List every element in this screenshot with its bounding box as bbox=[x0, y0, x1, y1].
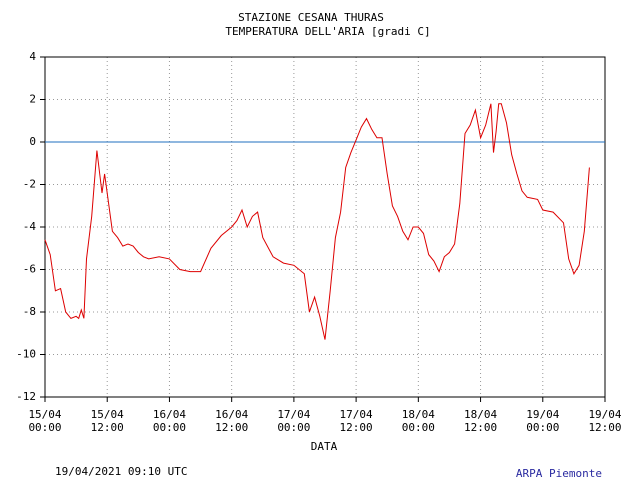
chart-subtitle: TEMPERATURA DELL'ARIA [gradi C] bbox=[225, 25, 430, 38]
plot-frame bbox=[44, 56, 606, 398]
timestamp: 19/04/2021 09:10 UTC bbox=[55, 465, 187, 478]
y-tick-label: -8 bbox=[23, 305, 36, 318]
y-tick-label: 0 bbox=[29, 135, 36, 148]
y-tick-label: -12 bbox=[16, 390, 36, 403]
x-tick-label: 15/04 12:00 bbox=[91, 408, 124, 434]
y-tick-label: -10 bbox=[16, 348, 36, 361]
x-tick-label: 15/04 00:00 bbox=[28, 408, 61, 434]
x-tick-label: 16/04 00:00 bbox=[153, 408, 186, 434]
x-tick-label: 18/04 12:00 bbox=[464, 408, 497, 434]
x-axis-label: DATA bbox=[311, 440, 338, 453]
y-tick-label: 4 bbox=[29, 50, 36, 63]
source: ARPA Piemonte bbox=[516, 467, 602, 480]
data-line bbox=[44, 103, 590, 340]
x-tick-label: 19/04 00:00 bbox=[526, 408, 559, 434]
y-tick-label: -4 bbox=[23, 220, 37, 233]
x-tick-label: 17/04 00:00 bbox=[277, 408, 310, 434]
y-tick-label: 2 bbox=[29, 93, 36, 106]
y-tick-label: -2 bbox=[23, 178, 36, 191]
x-tick-label: 19/04 12:00 bbox=[588, 408, 621, 434]
x-tick-label: 17/04 12:00 bbox=[340, 408, 373, 434]
x-tick-label: 18/04 00:00 bbox=[402, 408, 435, 434]
chart-title: STAZIONE CESANA THURAS bbox=[238, 11, 384, 24]
y-tick-label: -6 bbox=[23, 263, 36, 276]
x-tick-label: 16/04 12:00 bbox=[215, 408, 248, 434]
